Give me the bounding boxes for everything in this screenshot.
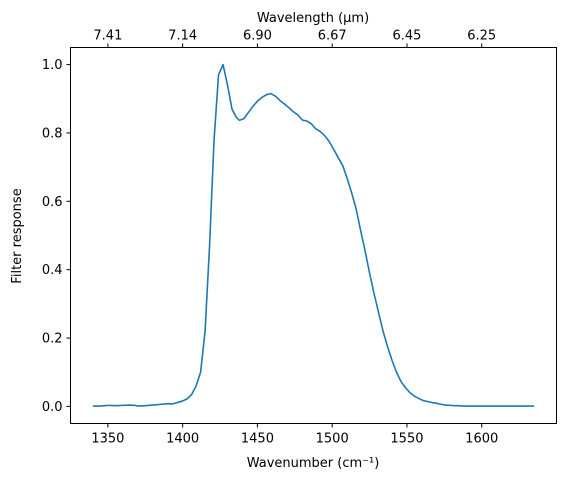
top-tick-label: 6.45: [392, 29, 421, 44]
top-tick-label: 6.25: [467, 29, 496, 44]
y-tick-label: 0.2: [42, 332, 63, 347]
y-tick-label: 0.8: [42, 126, 63, 141]
y-tick-label: 1.0: [42, 58, 63, 73]
top-axis-ticks: 7.41 7.14 6.90 6.67 6.45 6.25: [93, 29, 496, 48]
plot-frame: [70, 47, 557, 424]
top-tick-label: 6.67: [318, 29, 347, 44]
x-tick-label: 1550: [390, 432, 423, 447]
y-tick-label: 0.0: [42, 400, 63, 415]
x-tick-label: 1400: [166, 432, 199, 447]
x-tick-label: 1450: [241, 432, 274, 447]
x-axis-ticks: 1350 1400 1450 1500 1550 1600: [91, 423, 498, 447]
series-layer: [92, 63, 535, 407]
y-axis-title: Filter response: [10, 188, 25, 283]
x-axis-title: Wavenumber (cm⁻¹): [247, 456, 380, 471]
x-tick-label: 1500: [316, 432, 349, 447]
y-tick-label: 0.4: [42, 263, 63, 278]
y-tick-label: 0.6: [42, 195, 63, 210]
x-axis-title-text: Wavenumber (cm⁻¹): [247, 456, 380, 471]
x-tick-label: 1600: [465, 432, 498, 447]
filter-response-line: [92, 63, 535, 407]
top-tick-label: 7.14: [168, 29, 197, 44]
x-tick-label: 1350: [91, 432, 124, 447]
top-axis-title: Wavelength (μm): [257, 11, 369, 26]
top-tick-label: 7.41: [93, 29, 122, 44]
top-tick-label: 6.90: [243, 29, 272, 44]
y-axis-ticks: 0.0 0.2 0.4 0.6 0.8 1.0: [42, 58, 71, 415]
